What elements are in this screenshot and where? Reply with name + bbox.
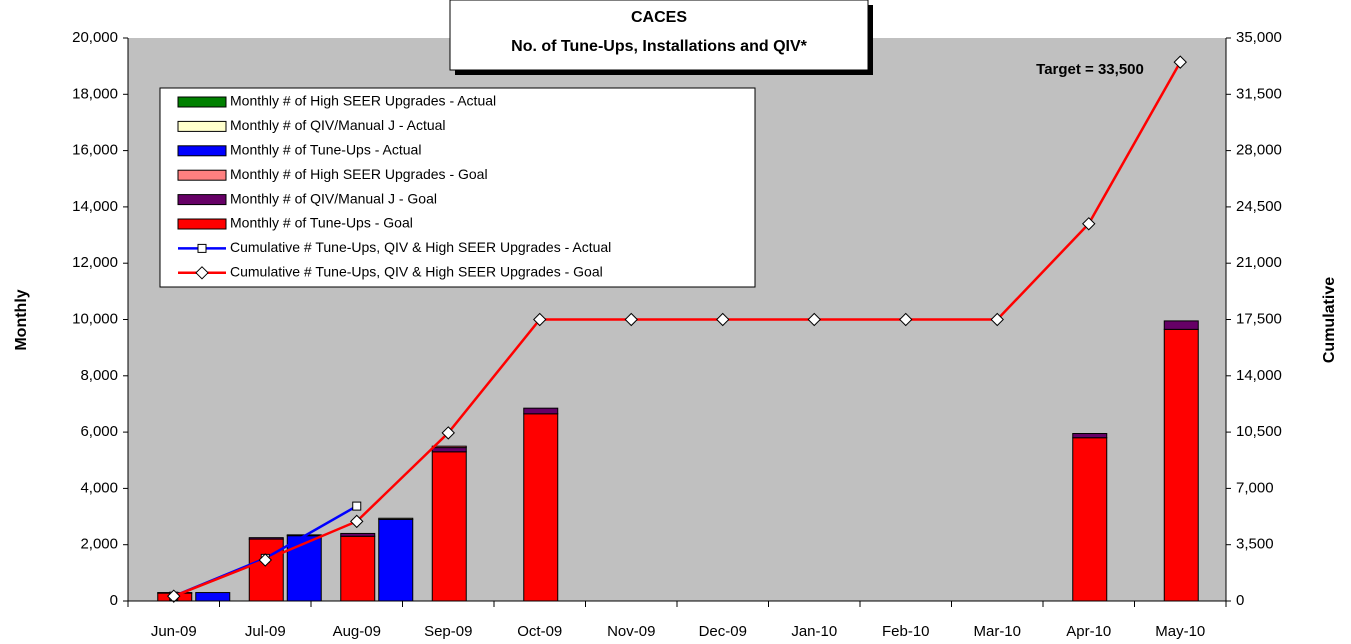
- y2-tick-label: 7,000: [1236, 479, 1274, 496]
- legend: [159, 87, 756, 288]
- legend-marker: [195, 266, 209, 280]
- y-tick-label: 12,000: [72, 254, 118, 271]
- x-tick-label: Sep-09: [424, 623, 472, 640]
- y-tick-label: 2,000: [80, 536, 118, 553]
- y-axis-title: Monthly: [13, 289, 30, 350]
- legend-label: Monthly # of High SEER Upgrades - Actual: [230, 93, 496, 109]
- y-tick-label: 4,000: [80, 479, 118, 496]
- legend-swatch: [177, 169, 227, 181]
- point: [258, 553, 272, 567]
- x-tick-label: Dec-09: [699, 623, 747, 640]
- legend-swatch: [177, 120, 227, 132]
- bar: [1072, 433, 1108, 439]
- legend-swatch: [177, 145, 227, 157]
- legend-swatch: [177, 194, 227, 206]
- x-tick-label: Jul-09: [245, 623, 286, 640]
- point: [624, 312, 638, 327]
- marks: [157, 55, 1199, 603]
- bar: [286, 535, 322, 602]
- point: [352, 501, 362, 511]
- y2-tick-label: 21,000: [1236, 254, 1282, 271]
- y-tick-label: 8,000: [80, 367, 118, 384]
- x-tick-label: Nov-09: [607, 623, 655, 640]
- x-tick-label: Mar-10: [973, 623, 1021, 640]
- y2-tick-label: 3,500: [1236, 536, 1274, 553]
- legend-swatch: [177, 218, 227, 230]
- bar: [378, 517, 414, 520]
- x-tick-label: Oct-09: [517, 623, 562, 640]
- annotation: Target = 33,500: [1036, 61, 1144, 78]
- bar: [340, 532, 376, 537]
- legend-label: Monthly # of QIV/Manual J - Goal: [230, 190, 437, 206]
- y2-tick-label: 31,500: [1236, 85, 1282, 102]
- bar: [523, 413, 559, 602]
- x-tick-label: Aug-09: [333, 623, 381, 640]
- point: [1173, 55, 1187, 69]
- y2-tick-label: 28,000: [1236, 142, 1282, 159]
- line: [173, 61, 1182, 598]
- x-tick-label: Apr-10: [1066, 623, 1111, 640]
- bar: [195, 592, 231, 602]
- y2-tick-label: 0: [1236, 592, 1244, 609]
- y-tick-label: 16,000: [72, 142, 118, 159]
- legend-swatch: [177, 96, 227, 108]
- point: [807, 312, 821, 327]
- point: [899, 312, 913, 327]
- y-tick-label: 20,000: [72, 29, 118, 46]
- bar: [431, 451, 467, 602]
- y2-tick-label: 17,500: [1236, 310, 1282, 327]
- legend-marker: [197, 243, 207, 253]
- bar: [1072, 437, 1108, 602]
- legend-label: Monthly # of High SEER Upgrades - Goal: [230, 166, 488, 182]
- bar: [1163, 328, 1199, 602]
- point: [441, 426, 455, 440]
- legend-label: Monthly # of QIV/Manual J - Actual: [230, 117, 446, 133]
- legend-label: Cumulative # Tune-Ups, QIV & High SEER U…: [230, 239, 611, 255]
- point: [1082, 217, 1096, 231]
- bar: [248, 538, 284, 602]
- legend-label: Monthly # of Tune-Ups - Actual: [230, 142, 421, 158]
- x-tick-label: Feb-10: [882, 623, 930, 640]
- bar: [1163, 320, 1199, 330]
- point: [350, 514, 364, 529]
- y-tick-label: 10,000: [72, 310, 118, 327]
- x-tick-label: Jan-10: [791, 623, 837, 640]
- y2-tick-label: 35,000: [1236, 29, 1282, 46]
- y-tick-label: 18,000: [72, 85, 118, 102]
- x-tick-label: Jun-09: [151, 623, 197, 640]
- y-tick-label: 14,000: [72, 198, 118, 215]
- y2-tick-label: 14,000: [1236, 367, 1282, 384]
- chart-title: CACES: [631, 9, 687, 26]
- y-tick-label: 6,000: [80, 423, 118, 440]
- point: [990, 312, 1004, 327]
- point: [167, 589, 181, 603]
- bar: [340, 535, 376, 602]
- bar: [431, 445, 467, 449]
- bar: [248, 537, 284, 540]
- legend-label: Monthly # of Tune-Ups - Goal: [230, 215, 413, 231]
- bar: [378, 518, 414, 602]
- bar: [431, 447, 467, 453]
- bar: [523, 407, 559, 415]
- y2-tick-label: 10,500: [1236, 423, 1282, 440]
- y-tick-label: 0: [110, 592, 118, 609]
- legend-label: Cumulative # Tune-Ups, QIV & High SEER U…: [230, 264, 603, 280]
- chart-subtitle: No. of Tune-Ups, Installations and QIV*: [511, 38, 807, 55]
- x-tick-label: May-10: [1155, 623, 1205, 640]
- y2-axis-title: Cumulative: [1321, 277, 1338, 363]
- title-box: [449, 0, 869, 71]
- point: [716, 312, 730, 327]
- y2-tick-label: 24,500: [1236, 198, 1282, 215]
- point: [533, 312, 547, 327]
